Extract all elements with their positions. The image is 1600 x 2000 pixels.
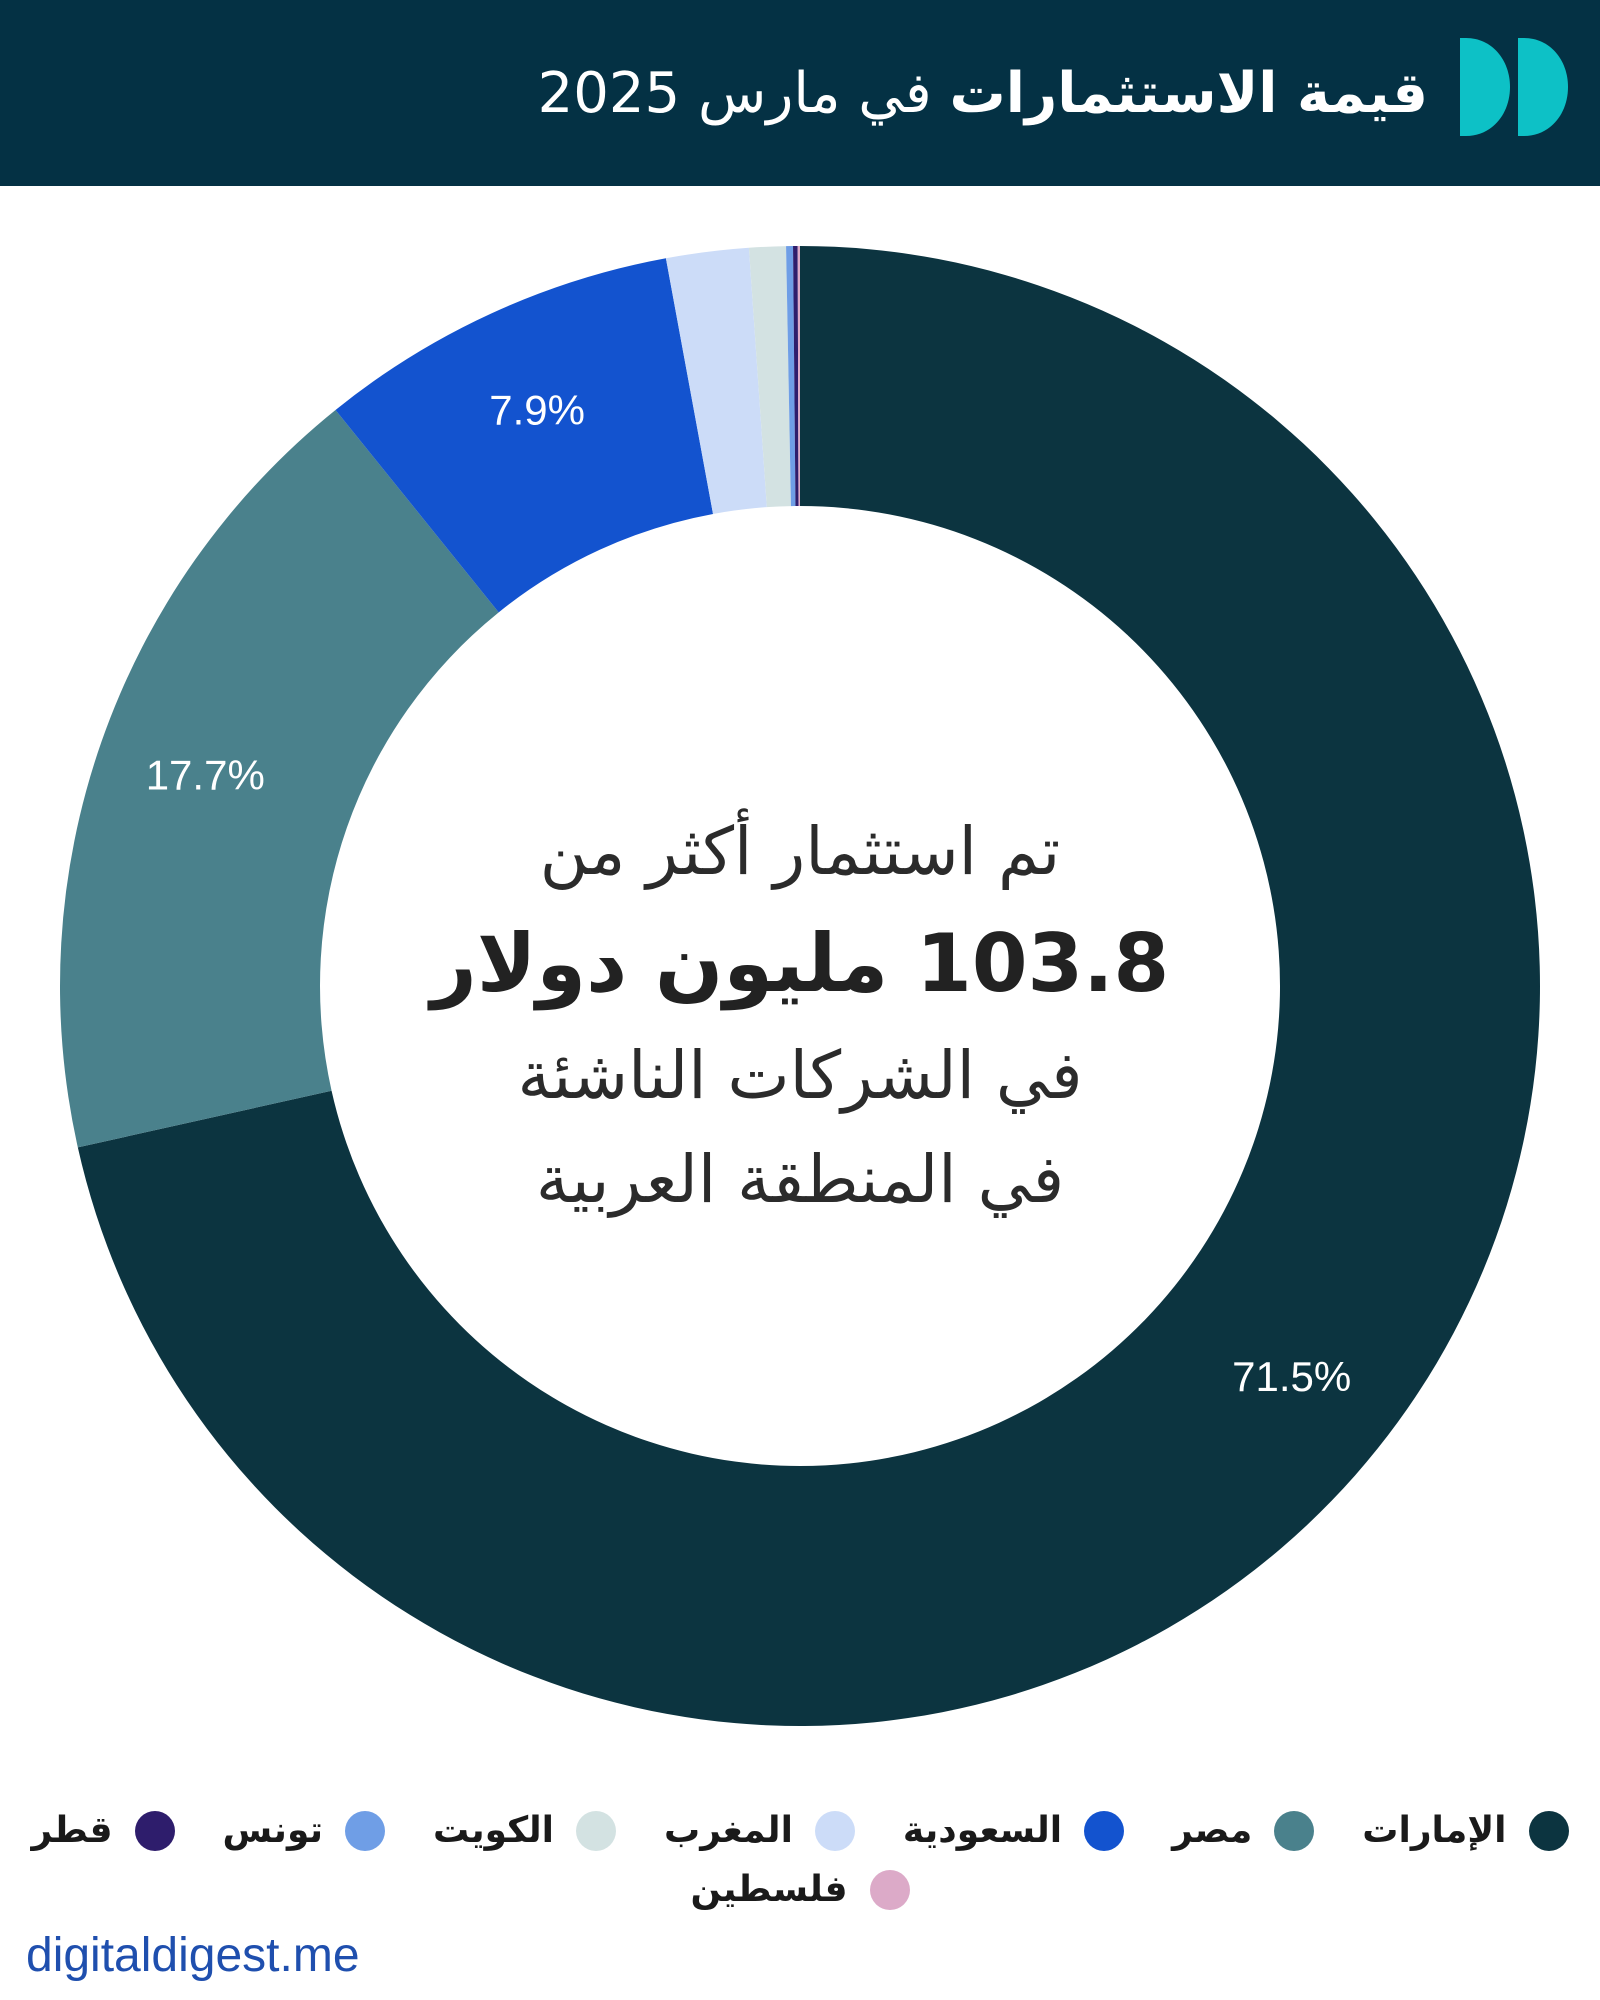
legend-item-kuwait: الكويت — [433, 1810, 617, 1851]
center-summary: تم استثمار أكثر من 103.8 مليون دولار في … — [400, 800, 1200, 1232]
legend-swatch — [1084, 1810, 1125, 1851]
legend-item-morocco: المغرب — [664, 1810, 855, 1851]
legend-label: المغرب — [664, 1810, 793, 1851]
legend-item-egypt: مصر — [1172, 1810, 1315, 1851]
legend-swatch — [1274, 1810, 1315, 1851]
slice-value-label-0: 71.5% — [1232, 1353, 1351, 1400]
page-title: قيمة الاستثمارات في مارس 2025 — [538, 54, 1428, 134]
title-light: في مارس 2025 — [537, 61, 932, 126]
legend-item-qatar: قطر — [31, 1810, 175, 1851]
chart-legend: الإمارات مصر السعودية المغرب الكويت تونس… — [31, 1810, 1569, 1928]
legend-item-tunisia: تونس — [223, 1810, 386, 1851]
legend-row-2: فلسطين — [40, 1869, 1560, 1910]
slice-value-label-1: 17.7% — [146, 751, 265, 798]
legend-label: الكويت — [433, 1810, 555, 1851]
donut-slices — [59, 246, 1541, 1726]
center-line-1: تم استثمار أكثر من — [539, 813, 1061, 890]
slice-7 — [797, 246, 800, 507]
legend-swatch — [1528, 1810, 1569, 1851]
legend-label: مصر — [1172, 1810, 1253, 1851]
donut-chart: 71.5% 17.7% 7.9% — [59, 246, 1541, 1726]
legend-swatch — [869, 1869, 910, 1910]
legend-item-saudi: السعودية — [902, 1810, 1125, 1851]
donut-value-labels: 71.5% 17.7% 7.9% — [146, 387, 1352, 1400]
legend-label: السعودية — [902, 1810, 1063, 1851]
slice-5 — [786, 246, 796, 507]
legend-row-1: الإمارات مصر السعودية المغرب الكويت تونس… — [31, 1810, 1569, 1851]
legend-swatch — [134, 1810, 175, 1851]
slice-2 — [335, 258, 714, 613]
source-footer: digitaldigest.me — [26, 1929, 360, 1982]
slice-6 — [793, 246, 799, 507]
title-bold: قيمة الاستثمارات — [949, 61, 1429, 126]
center-line-total: 103.8 مليون دولار — [430, 917, 1170, 1010]
slice-0 — [77, 246, 1541, 1726]
legend-swatch — [814, 1810, 855, 1851]
slice-1 — [59, 409, 499, 1148]
center-line-3: في الشركات الناشئة — [517, 1037, 1083, 1114]
slice-3 — [665, 247, 767, 514]
legend-label: تونس — [222, 1810, 324, 1851]
slice-4 — [748, 246, 791, 508]
legend-label: قطر — [31, 1810, 113, 1851]
center-line-4: في المنطقة العربية — [535, 1141, 1065, 1218]
slice-value-label-2: 7.9% — [489, 387, 585, 434]
legend-item-palestine: فلسطين — [690, 1869, 910, 1910]
header-bar: قيمة الاستثمارات في مارس 2025 — [0, 0, 1600, 186]
legend-item-uae: الإمارات — [1362, 1810, 1569, 1851]
legend-label: الإمارات — [1362, 1810, 1507, 1851]
logo-icon — [1460, 38, 1568, 136]
legend-label: فلسطين — [690, 1869, 848, 1910]
legend-swatch — [345, 1810, 386, 1851]
legend-swatch — [576, 1810, 617, 1851]
